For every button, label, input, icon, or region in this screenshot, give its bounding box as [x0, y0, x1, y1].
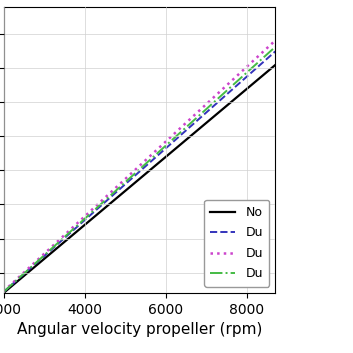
Du	[273, 49, 277, 54]
No	[1, 291, 6, 295]
Du	[163, 146, 167, 151]
Du	[2, 289, 7, 293]
Du	[231, 78, 235, 82]
Du	[162, 140, 167, 145]
Du	[163, 140, 167, 144]
Du	[2, 289, 7, 293]
X-axis label: Angular velocity propeller (rpm): Angular velocity propeller (rpm)	[17, 322, 262, 337]
Du	[162, 145, 167, 149]
Line: No: No	[4, 65, 275, 293]
Du	[1, 290, 6, 294]
Du	[163, 144, 167, 148]
Line: Du: Du	[4, 47, 275, 292]
No	[162, 156, 167, 160]
Du	[248, 68, 252, 72]
No	[248, 84, 252, 88]
Legend: No, Du, Du, Du: No, Du, Du, Du	[204, 200, 269, 287]
Du	[2, 288, 7, 293]
Du	[168, 136, 172, 140]
No	[168, 151, 172, 156]
Du	[231, 87, 235, 91]
No	[2, 290, 7, 294]
Du	[168, 143, 172, 147]
Du	[248, 72, 252, 76]
Du	[1, 289, 6, 293]
Du	[231, 83, 235, 88]
No	[231, 98, 235, 103]
Du	[1, 290, 6, 294]
Du	[162, 148, 167, 152]
Du	[273, 45, 277, 49]
Du	[273, 38, 277, 42]
No	[273, 63, 277, 67]
Line: Du: Du	[4, 52, 275, 292]
No	[163, 155, 167, 159]
Line: Du: Du	[4, 40, 275, 291]
Du	[248, 62, 252, 66]
Du	[168, 140, 172, 144]
